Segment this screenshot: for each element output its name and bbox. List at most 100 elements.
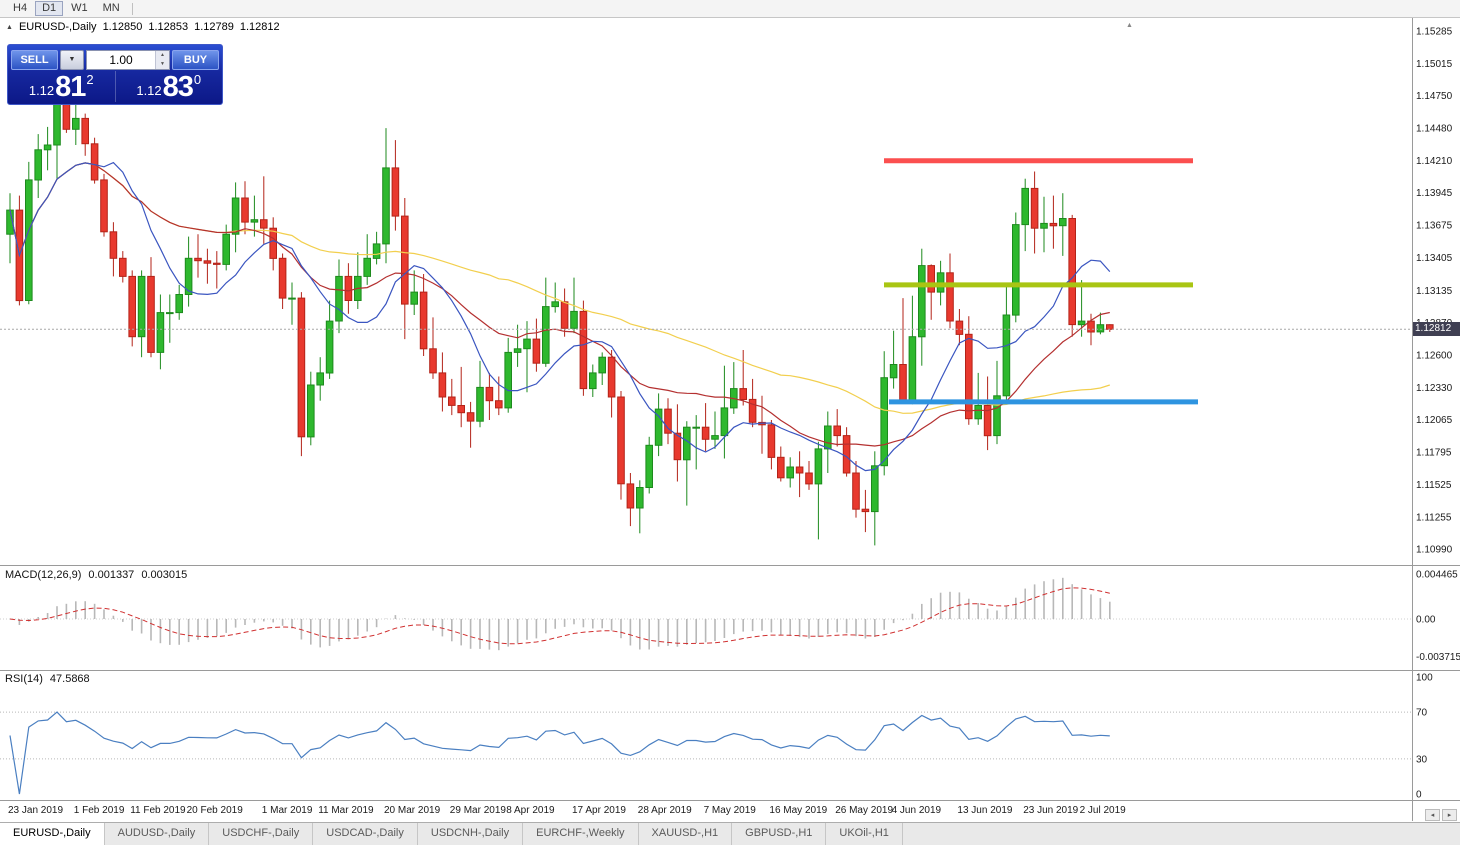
tab-scroll-arrows: ◂ ▸	[1425, 809, 1457, 821]
svg-text:1.13675: 1.13675	[1416, 221, 1453, 232]
timeframe-toolbar: H4 D1 W1 MN	[0, 0, 1460, 18]
buy-price-sup: 0	[193, 72, 202, 87]
one-click-trading-panel: SELL ▼ ▲ ▼ BUY 1.12 81 2 1.12 83 0	[7, 44, 223, 105]
timeframe-w1-button[interactable]: W1	[64, 1, 95, 16]
axes-and-scales: 1.15285 1.15015 1.14750 1.14480 1.14210 1.139…	[0, 18, 1460, 821]
chart-tab-usdcad[interactable]: USDCAD-,Daily	[313, 823, 418, 845]
buy-button[interactable]: BUY	[172, 50, 219, 70]
macd-pane: 0.004465 0.00 -0.003715	[0, 570, 1460, 663]
chart-tab-eurusd[interactable]: EURUSD-,Daily	[0, 823, 105, 845]
ohlc-close: 1.12812	[239, 21, 280, 33]
svg-text:7 May 2019: 7 May 2019	[704, 805, 757, 816]
current-price-badge: 1.12812	[1413, 322, 1460, 336]
tab-scroll-left-icon[interactable]: ◂	[1425, 809, 1440, 821]
chart-shift-marker-icon[interactable]: ▲	[1126, 22, 1133, 29]
volume-up-icon[interactable]: ▲	[156, 51, 169, 60]
svg-text:1.12065: 1.12065	[1416, 415, 1453, 426]
svg-text:13 Jun 2019: 13 Jun 2019	[957, 805, 1012, 816]
chart-tab-usdchf[interactable]: USDCHF-,Daily	[209, 823, 314, 845]
svg-text:1.11795: 1.11795	[1416, 447, 1452, 458]
svg-text:1.14210: 1.14210	[1416, 156, 1453, 167]
buy-price[interactable]: 1.12 83 0	[116, 71, 223, 102]
toolbar-divider	[131, 2, 133, 15]
macd-name: MACD(12,26,9)	[5, 569, 82, 581]
horizontal-line-objects	[884, 158, 1198, 405]
svg-text:30: 30	[1416, 754, 1428, 765]
chart-tab-eurchf[interactable]: EURCHF-,Weekly	[523, 823, 639, 845]
volume-dropdown-button[interactable]: ▼	[60, 50, 84, 70]
chart-tab-ukoil[interactable]: UKOil-,H1	[826, 823, 903, 845]
sell-price-prefix: 1.12	[28, 83, 55, 98]
timeframe-d1-button[interactable]: D1	[35, 1, 64, 16]
macd-value-main: 0.001337	[88, 569, 135, 581]
svg-text:16 May 2019: 16 May 2019	[769, 805, 827, 816]
svg-text:29 Mar 2019: 29 Mar 2019	[450, 805, 507, 816]
volume-box: ▲ ▼	[86, 50, 170, 70]
svg-text:11 Feb 2019: 11 Feb 2019	[130, 805, 186, 816]
svg-text:17 Apr 2019: 17 Apr 2019	[572, 805, 626, 816]
svg-text:1.13135: 1.13135	[1416, 286, 1453, 297]
svg-text:23 Jan 2019: 23 Jan 2019	[8, 805, 63, 816]
svg-text:1 Mar 2019: 1 Mar 2019	[262, 805, 313, 816]
rsi-name: RSI(14)	[5, 673, 43, 685]
chart-tab-usdcnh[interactable]: USDCNH-,Daily	[418, 823, 524, 845]
svg-text:8 Apr 2019: 8 Apr 2019	[506, 805, 555, 816]
svg-text:1 Feb 2019: 1 Feb 2019	[74, 805, 125, 816]
volume-down-icon[interactable]: ▼	[156, 60, 169, 69]
svg-text:1.13945: 1.13945	[1416, 188, 1453, 199]
svg-text:1.12330: 1.12330	[1416, 383, 1453, 394]
svg-text:1.11525: 1.11525	[1416, 480, 1452, 491]
rsi-pane: 100 70 30 0	[0, 673, 1433, 801]
chart-symbol-label: EURUSD-,Daily	[18, 21, 97, 33]
chart-tabs-bar: EURUSD-,Daily AUDUSD-,Daily USDCHF-,Daily U…	[0, 822, 1460, 845]
chart-tab-xauusd[interactable]: XAUUSD-,H1	[639, 823, 733, 845]
sell-price-sup: 2	[86, 72, 94, 87]
svg-text:1.10990: 1.10990	[1416, 545, 1453, 556]
svg-text:4 Jun 2019: 4 Jun 2019	[892, 805, 942, 816]
buy-price-prefix: 1.12	[136, 83, 162, 98]
rsi-value: 47.5868	[49, 673, 90, 685]
svg-text:0.004465: 0.004465	[1416, 570, 1458, 581]
svg-text:20 Mar 2019: 20 Mar 2019	[384, 805, 441, 816]
tab-scroll-right-icon[interactable]: ▸	[1442, 809, 1457, 821]
main-chart-pane	[0, 48, 1412, 546]
svg-text:70: 70	[1416, 708, 1428, 719]
svg-text:20 Feb 2019: 20 Feb 2019	[187, 805, 244, 816]
svg-text:28 Apr 2019: 28 Apr 2019	[638, 805, 692, 816]
sell-button[interactable]: SELL	[11, 50, 58, 70]
moving-averages	[9, 161, 1111, 472]
sell-price-main: 81	[55, 71, 86, 103]
macd-value-signal: 0.003015	[141, 569, 188, 581]
svg-text:1.12600: 1.12600	[1416, 350, 1453, 361]
panel-collapse-icon[interactable]: ▲	[6, 23, 13, 31]
svg-text:0: 0	[1416, 790, 1422, 801]
svg-text:1.15015: 1.15015	[1416, 59, 1453, 70]
svg-text:-0.003715: -0.003715	[1416, 652, 1460, 663]
svg-text:11 Mar 2019: 11 Mar 2019	[318, 805, 374, 816]
svg-text:2 Jul 2019: 2 Jul 2019	[1080, 805, 1127, 816]
svg-text:26 May 2019: 26 May 2019	[835, 805, 893, 816]
timeframe-h4-button[interactable]: H4	[6, 1, 34, 16]
candles	[6, 48, 1114, 546]
volume-input[interactable]	[87, 51, 155, 69]
ohlc-low: 1.12789	[194, 21, 234, 33]
rsi-indicator-label: RSI(14) 47.5868	[5, 673, 90, 685]
svg-text:1.11255: 1.11255	[1416, 513, 1452, 524]
svg-text:100: 100	[1416, 673, 1433, 684]
chart-title: ▲ EURUSD-,Daily 1.12850 1.12853 1.12789 …	[6, 21, 280, 33]
timeframe-mn-button[interactable]: MN	[96, 1, 127, 16]
svg-text:0.00: 0.00	[1416, 615, 1436, 626]
chart-tab-gbpusd[interactable]: GBPUSD-,H1	[732, 823, 827, 845]
buy-price-main: 83	[162, 71, 194, 103]
volume-stepper[interactable]: ▲ ▼	[155, 51, 169, 69]
ohlc-open: 1.12850	[102, 21, 143, 33]
svg-text:1.15285: 1.15285	[1416, 27, 1453, 38]
ohlc-high: 1.12853	[148, 21, 189, 33]
sell-price[interactable]: 1.12 81 2	[8, 71, 116, 102]
svg-text:1.14480: 1.14480	[1416, 124, 1453, 135]
svg-text:1.13405: 1.13405	[1416, 253, 1453, 264]
macd-indicator-label: MACD(12,26,9) 0.001337 0.003015	[5, 569, 187, 581]
svg-text:23 Jun 2019: 23 Jun 2019	[1023, 805, 1078, 816]
chart-tab-audusd[interactable]: AUDUSD-,Daily	[105, 823, 210, 845]
